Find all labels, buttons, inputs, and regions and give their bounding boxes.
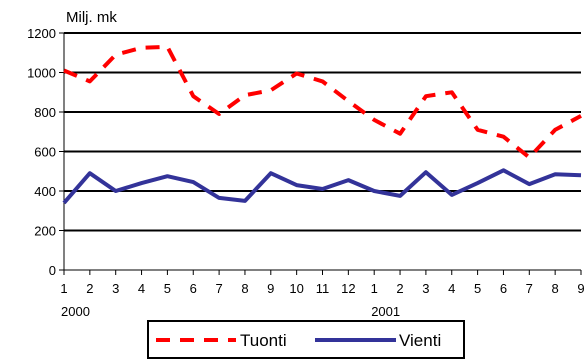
legend: Tuonti Vienti (147, 320, 465, 359)
y-tick-label: 200 (34, 224, 56, 239)
x-tick-label: 6 (500, 281, 507, 296)
x-tick-label: 3 (112, 281, 119, 296)
x-tick-label: 5 (164, 281, 171, 296)
series-line-tuonti (63, 44, 582, 160)
axes (59, 32, 582, 275)
y-tick-label: 1000 (27, 66, 56, 81)
x-tick-label: 5 (474, 281, 481, 296)
x-tick-label: 2 (396, 281, 403, 296)
x-tick-label: 4 (138, 281, 145, 296)
x-tick-label: 9 (577, 281, 584, 296)
legend-label-vienti: Vienti (399, 331, 441, 350)
x-group-label: 2001 (371, 304, 400, 319)
legend-box (147, 320, 465, 359)
x-tick-label: 3 (422, 281, 429, 296)
x-tick-label: 2 (86, 281, 93, 296)
x-tick-label: 7 (215, 281, 222, 296)
x-tick-label: 12 (341, 281, 355, 296)
y-tick-label: 400 (34, 184, 56, 199)
legend-label-tuonti: Tuonti (240, 331, 287, 350)
y-axis-unit-label: Milj. mk (66, 9, 117, 26)
x-tick-label: 10 (289, 281, 303, 296)
series-lines (62, 44, 582, 205)
y-tick-label: 0 (49, 263, 56, 278)
gridlines (64, 32, 581, 232)
x-tick-label: 8 (241, 281, 248, 296)
x-tick-label: 11 (316, 281, 330, 296)
y-tick-label: 1200 (27, 26, 56, 41)
x-tick-label: 7 (526, 281, 533, 296)
x-tick-label: 9 (267, 281, 274, 296)
x-tick-label: 6 (190, 281, 197, 296)
x-tick-label: 4 (448, 281, 455, 296)
y-tick-label: 800 (34, 105, 56, 120)
x-group-label: 2000 (61, 304, 90, 319)
x-tick-label: 8 (552, 281, 559, 296)
x-tick-label: 1 (371, 281, 378, 296)
y-tick-label: 600 (34, 145, 56, 160)
x-tick-label: 1 (60, 281, 67, 296)
series-line-vienti (62, 168, 582, 205)
